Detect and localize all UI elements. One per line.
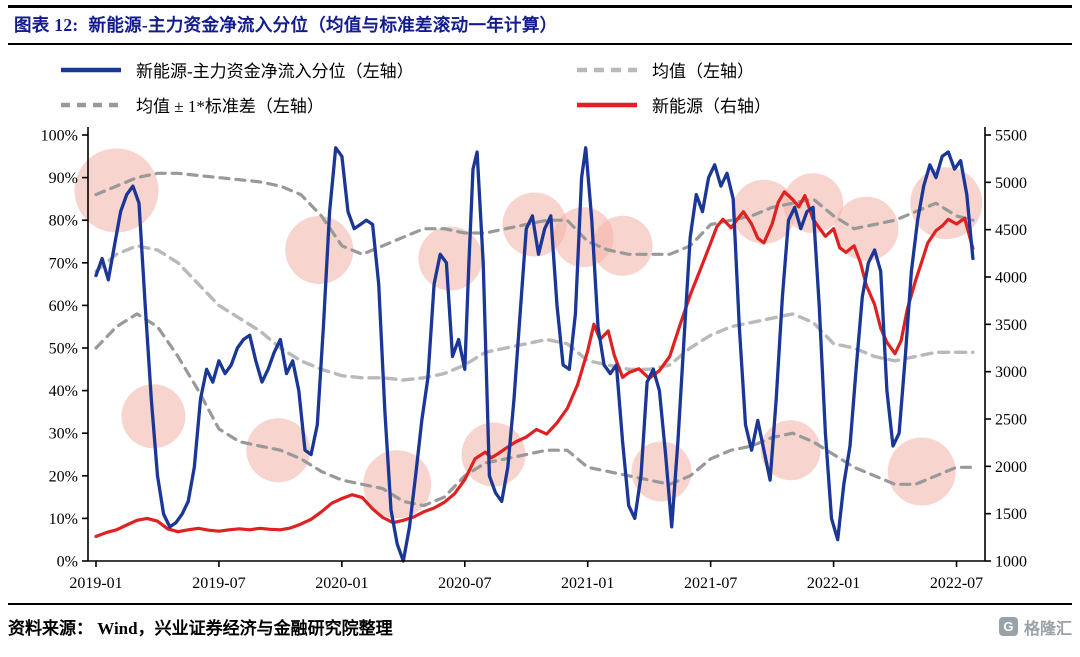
figure-title: 新能源-主力资金净流入分位（均值与标准差滚动一年计算） <box>88 15 558 35</box>
highlight-circle <box>887 437 956 506</box>
x-tick-label: 2019-07 <box>192 575 245 592</box>
right-tick-label: 1500 <box>995 506 1027 523</box>
left-tick-label: 10% <box>49 511 78 528</box>
right-tick-label: 3000 <box>995 364 1027 381</box>
figure-footer: 资料来源： Wind，兴业证券经济与金融研究院整理 G 格隆汇 <box>8 603 1072 639</box>
left-tick-label: 20% <box>49 468 78 485</box>
legend-swatch-red-solid-line <box>577 102 637 107</box>
legend-swatch-gray-dashed-line <box>577 67 637 72</box>
x-tick-label: 2020-07 <box>438 575 491 592</box>
highlight-circle <box>834 196 899 261</box>
figure-label: 图表 12: <box>14 15 79 35</box>
left-tick-label: 50% <box>49 341 78 358</box>
legend-item-index: 新能源（右轴） <box>576 92 1080 117</box>
legend-label-main-percentile: 新能源-主力资金净流入分位（左轴） <box>136 62 414 81</box>
index-line <box>94 190 975 538</box>
legend-item-mean: 均值（左轴） <box>576 57 1080 82</box>
right-tick-label: 4000 <box>995 270 1027 287</box>
chart-legend: 新能源-主力资金净流入分位（左轴） 均值（左轴） 均值 ± 1*标准差（左轴） … <box>60 57 1080 117</box>
right-tick-label: 5000 <box>995 175 1027 192</box>
right-tick-label: 2000 <box>995 459 1027 476</box>
left-tick-label: 0% <box>57 554 78 571</box>
x-tick-label: 2021-01 <box>561 575 614 592</box>
left-tick-label: 80% <box>49 213 78 230</box>
right-tick-label: 1000 <box>995 554 1027 571</box>
left-tick-label: 40% <box>49 383 78 400</box>
gelonhui-watermark-text: 格隆汇 <box>1023 620 1072 638</box>
gelonhui-watermark: G 格隆汇 <box>998 615 1072 639</box>
lower-band-line <box>94 312 975 508</box>
legend-label-std-band: 均值 ± 1*标准差（左轴） <box>136 97 324 116</box>
main-percentile-line <box>94 146 975 563</box>
x-tick-label: 2022-07 <box>930 575 983 592</box>
highlight-circle <box>285 216 354 284</box>
gelonhui-logo-icon: G <box>998 617 1018 636</box>
legend-item-std-band: 均值 ± 1*标准差（左轴） <box>60 92 568 117</box>
left-tick-label: 60% <box>49 298 78 315</box>
x-tick-label: 2019-01 <box>69 575 122 592</box>
highlight-circle <box>74 148 159 233</box>
source-note: 资料来源： Wind，兴业证券经济与金融研究院整理 <box>8 619 393 638</box>
figure-title-bar: 图表 12: 新能源-主力资金净流入分位（均值与标准差滚动一年计算） <box>8 5 1072 45</box>
right-tick-label: 2500 <box>995 412 1027 429</box>
highlight-circle <box>461 422 526 487</box>
highlight-circle <box>731 179 796 244</box>
right-tick-label: 4500 <box>995 222 1027 239</box>
legend-label-index: 新能源（右轴） <box>652 97 771 116</box>
right-tick-label: 3500 <box>995 317 1027 334</box>
x-tick-label: 2021-07 <box>684 575 737 592</box>
left-tick-label: 30% <box>49 426 78 443</box>
x-tick-label: 2020-01 <box>315 575 368 592</box>
highlight-circle <box>592 215 653 276</box>
chart-canvas: 0% 10% 20% 30% 40% 50% 60% 70% 80% 90% 100% 1000 150… <box>41 127 1027 592</box>
x-tick-label: 2022-01 <box>807 575 860 592</box>
left-tick-label: 70% <box>49 255 78 272</box>
left-tick-label: 90% <box>49 170 78 187</box>
left-tick-label: 100% <box>41 128 78 145</box>
upper-band-line <box>94 171 975 256</box>
highlight-circle <box>418 226 483 291</box>
mean-line <box>94 244 975 382</box>
legend-label-mean: 均值（左轴） <box>652 62 754 81</box>
right-tick-label: 5500 <box>995 128 1027 145</box>
legend-item-main-percentile: 新能源-主力资金净流入分位（左轴） <box>60 57 568 82</box>
legend-swatch-blue-solid-line <box>61 67 121 72</box>
legend-swatch-darkgray-dashed-line <box>61 102 121 107</box>
